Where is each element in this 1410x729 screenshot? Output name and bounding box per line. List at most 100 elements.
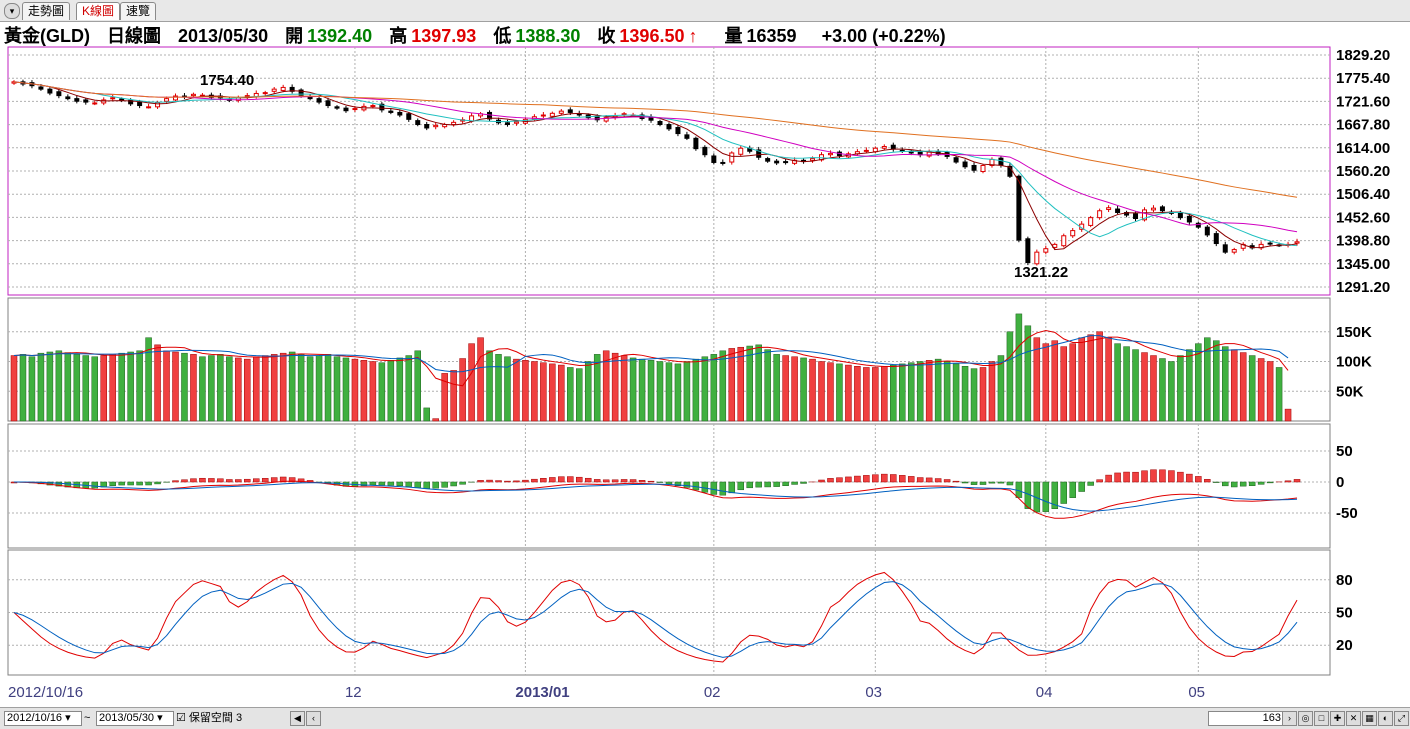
end-date-input[interactable]: 2013/05/30 ▾ <box>96 711 174 726</box>
volume-bar <box>56 351 62 421</box>
macd-osc-bar <box>971 482 977 485</box>
macd-osc-bar <box>1222 482 1228 486</box>
price-tick-label: 1775.40 <box>1336 70 1390 87</box>
price-tick-label: 1614.00 <box>1336 140 1390 157</box>
candle-body <box>963 162 967 167</box>
volume-bar <box>558 365 564 421</box>
volume-bar <box>1106 338 1112 421</box>
macd-osc-bar <box>801 482 807 483</box>
macd-osc-bar <box>908 476 914 482</box>
volume-bar <box>262 356 268 421</box>
scroll-right-icon[interactable]: › <box>1282 711 1297 726</box>
volume-bar <box>1249 356 1255 421</box>
volume-bar <box>253 357 259 421</box>
stock-chart[interactable]: 1829.201775.401721.601667.801614.001560.… <box>0 21 1410 707</box>
candle-body <box>326 101 330 106</box>
macd-osc-bar <box>128 482 134 485</box>
candle-body <box>434 125 438 126</box>
price-tick-label: 1560.20 <box>1336 163 1390 180</box>
volume-bar <box>325 354 331 421</box>
macd-osc-bar <box>1294 479 1300 482</box>
candle-body <box>981 165 985 171</box>
macd-osc-bar <box>1133 472 1139 482</box>
volume-bar <box>1177 356 1183 421</box>
candle-body <box>918 152 922 155</box>
macd-osc-bar <box>199 478 205 482</box>
min-price-label: 1321.22 <box>1014 264 1068 281</box>
start-date-input[interactable]: 2012/10/16 ▾ <box>4 711 82 726</box>
tool2-icon[interactable]: ✚ <box>1330 711 1345 726</box>
reserve-space-label[interactable]: ☑ 保留空間 3 <box>176 711 242 725</box>
x-axis-label: 03 <box>865 684 882 701</box>
volume-bar <box>801 358 807 421</box>
bottom-toolbar: 2012/10/16 ▾ ~ 2013/05/30 ▾ ☑ 保留空間 3 ◀ ‹… <box>0 707 1410 729</box>
tool-icon[interactable]: □ <box>1314 711 1329 726</box>
candle-body <box>559 111 563 113</box>
macd-osc-bar <box>451 482 457 486</box>
macd-osc-bar <box>1150 470 1156 482</box>
volume-bar <box>469 344 475 421</box>
bar-count-field[interactable]: 163 <box>1208 711 1284 726</box>
macd-osc-bar <box>720 482 726 495</box>
kd-tick-label: 80 <box>1336 572 1353 589</box>
volume-bar <box>244 359 250 421</box>
volume-bar <box>370 362 376 422</box>
candle-body <box>191 94 195 95</box>
candle-body <box>775 161 779 163</box>
macd-osc-bar <box>217 479 223 482</box>
macd-osc-bar <box>271 478 277 482</box>
macd-tick-label: 0 <box>1336 474 1344 491</box>
volume-bar <box>1195 344 1201 421</box>
volume-bar <box>1159 359 1165 421</box>
volume-bar <box>226 357 232 421</box>
scroll-left-icon[interactable]: ◀ <box>290 711 305 726</box>
macd-osc-bar <box>478 480 484 482</box>
volume-bar <box>738 347 744 421</box>
volume-bar <box>280 353 286 421</box>
tool6-icon[interactable]: ⤢ <box>1394 711 1409 726</box>
tab-trend[interactable]: 走勢圖 <box>22 2 70 20</box>
macd-osc-bar <box>648 481 654 482</box>
scroll-left-small-icon[interactable]: ‹ <box>306 711 321 726</box>
volume-bar <box>101 356 107 421</box>
macd-osc-bar <box>1240 482 1246 486</box>
macd-osc-bar <box>836 478 842 482</box>
candle-body <box>398 112 402 115</box>
tab-quickview[interactable]: 速覽 <box>120 2 156 20</box>
volume-bar <box>1267 362 1273 422</box>
volume-bar <box>38 353 44 421</box>
volume-bar <box>181 353 187 421</box>
macd-osc-bar <box>137 482 143 485</box>
macd-osc-bar <box>1097 480 1103 482</box>
candle-body <box>1026 239 1030 263</box>
volume-bar <box>702 357 708 421</box>
volume-bar <box>65 353 71 421</box>
candle-body <box>721 162 725 163</box>
macd-osc-bar <box>594 479 600 482</box>
tab-kline[interactable]: K線圖 <box>76 2 120 20</box>
tool4-icon[interactable]: ▦ <box>1362 711 1377 726</box>
macd-osc-bar <box>190 479 196 482</box>
macd-osc-bar <box>765 482 771 487</box>
candle-body <box>1044 249 1048 252</box>
volume-bar <box>1079 338 1085 421</box>
volume-bar <box>1007 332 1013 421</box>
candle-body <box>174 96 178 100</box>
candle-body <box>1098 211 1102 218</box>
volume-bar <box>585 362 591 422</box>
macd-osc-bar <box>890 474 896 482</box>
macd-osc-bar <box>415 482 421 488</box>
macd-osc-bar <box>621 479 627 482</box>
candle-body <box>1134 214 1138 219</box>
tool5-icon[interactable]: ◐ <box>1378 711 1393 726</box>
macd-osc-bar <box>1007 482 1013 485</box>
zoom-icon[interactable]: ◎ <box>1298 711 1313 726</box>
dropdown-icon[interactable]: ▾ <box>4 3 20 19</box>
macd-osc-bar <box>1186 474 1192 482</box>
candle-body <box>425 125 429 128</box>
candle-body <box>882 147 886 149</box>
tool3-icon[interactable]: ✕ <box>1346 711 1361 726</box>
candle-body <box>84 100 88 102</box>
macd-osc-bar <box>792 482 798 484</box>
macd-osc-bar <box>630 480 636 482</box>
